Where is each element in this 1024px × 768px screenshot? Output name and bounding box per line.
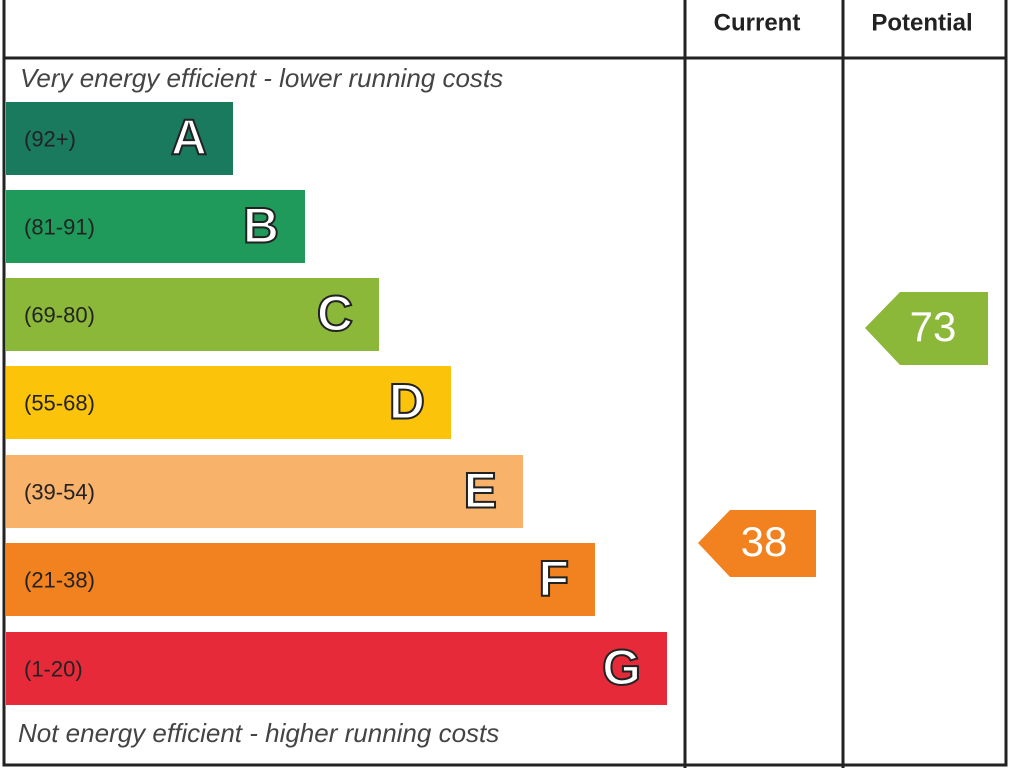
- band-range: (55-68): [24, 390, 95, 415]
- band: [6, 190, 305, 263]
- top-note: Very energy efficient - lower running co…: [20, 63, 503, 93]
- band-letter: D: [389, 374, 425, 430]
- band-letter: A: [171, 110, 207, 166]
- band: [6, 102, 233, 175]
- bottom-note: Not energy efficient - higher running co…: [18, 718, 499, 748]
- band: [6, 366, 451, 439]
- potential-rating: 73: [910, 303, 957, 350]
- band-range: (69-80): [24, 302, 95, 327]
- band-range: (92+): [24, 126, 76, 151]
- band-letter: F: [538, 551, 569, 607]
- band-range: (1-20): [24, 656, 83, 681]
- potential-header: Potential: [871, 9, 972, 36]
- band-range: (39-54): [24, 479, 95, 504]
- band-letter: G: [602, 640, 641, 696]
- band: [6, 278, 379, 351]
- current-header: Current: [714, 9, 801, 36]
- band-range: (21-38): [24, 567, 95, 592]
- band-letter: B: [243, 198, 279, 254]
- band: [6, 455, 523, 528]
- band-letter: E: [464, 463, 497, 519]
- band: [6, 543, 595, 616]
- bands: (92+) A (81-91) B (69-80) C (55-68) D (39-54) E (2…: [6, 102, 667, 705]
- current-rating: 38: [741, 518, 788, 565]
- band-range: (81-91): [24, 214, 95, 239]
- band-letter: C: [317, 286, 353, 342]
- band: [6, 632, 667, 705]
- current-arrow: [698, 510, 816, 577]
- potential-arrow: [865, 292, 988, 365]
